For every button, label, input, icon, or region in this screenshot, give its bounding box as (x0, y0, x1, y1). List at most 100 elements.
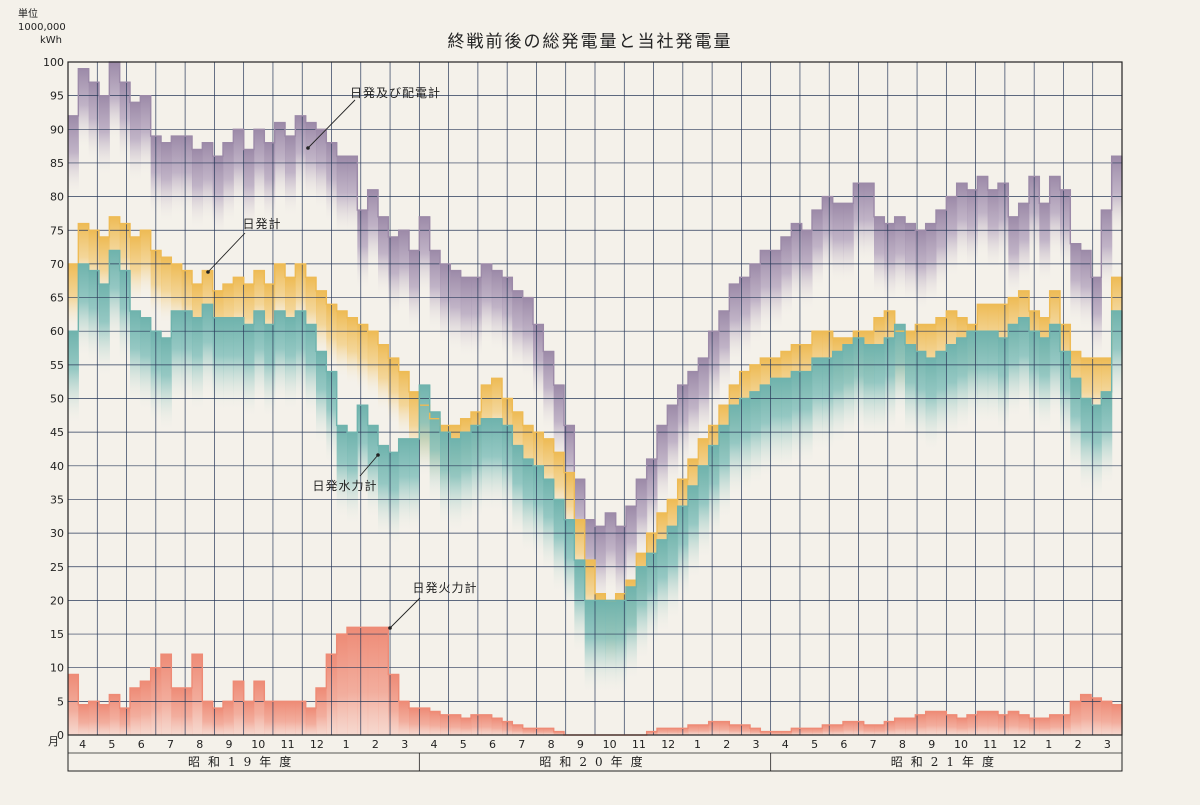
bar-hydro-80 (894, 324, 906, 419)
bar-hydro-46 (543, 479, 555, 574)
bar-thermal-62 (708, 721, 720, 735)
bar-total-21 (285, 136, 296, 217)
bar-thermal-46 (543, 728, 555, 735)
bar-hydro-1 (78, 263, 90, 359)
annotation-pointer-0 (306, 146, 310, 150)
series-line-nippatsu (68, 216, 1122, 602)
bar-hydro-23 (305, 324, 317, 419)
bar-total-6 (130, 102, 141, 184)
bar-thermal-37 (450, 714, 462, 735)
bar-nippatsu-27 (347, 317, 358, 386)
bar-thermal-99 (1091, 697, 1102, 735)
month-label-23: 3 (753, 738, 760, 751)
month-label-2: 6 (138, 738, 145, 751)
bar-total-13 (202, 142, 214, 224)
y-tick-label-30: 30 (50, 527, 64, 540)
bar-thermal-45 (533, 728, 544, 735)
bar-nippatsu-47 (553, 452, 565, 520)
bar-total-91 (1008, 216, 1020, 298)
y-tick-label-35: 35 (50, 493, 64, 506)
bar-total-16 (233, 129, 245, 211)
bar-total-32 (398, 230, 410, 312)
bar-nippatsu-9 (161, 257, 172, 325)
bar-total-75 (843, 203, 854, 285)
bar-total-40 (481, 263, 493, 345)
bar-total-98 (1080, 250, 1092, 332)
annotation-pointer-3 (388, 626, 392, 630)
bar-thermal-44 (522, 728, 534, 735)
bar-thermal-10 (171, 687, 183, 735)
bar-hydro-47 (553, 499, 565, 594)
bar-total-46 (543, 351, 555, 433)
bar-hydro-83 (925, 358, 937, 453)
bar-total-97 (1070, 243, 1082, 325)
bar-thermal-1 (78, 704, 90, 735)
bar-hydro-2 (88, 270, 100, 365)
bar-thermal-4 (109, 694, 121, 735)
bar-hydro-97 (1070, 378, 1082, 473)
month-label-28: 8 (899, 738, 906, 751)
bar-thermal-87 (967, 714, 978, 735)
bar-total-52 (605, 512, 617, 594)
bar-nippatsu-33 (409, 391, 420, 460)
bar-hydro-45 (533, 465, 544, 561)
bar-total-33 (409, 250, 420, 332)
bar-thermal-81 (905, 718, 916, 735)
bar-total-34 (419, 216, 431, 298)
bar-thermal-30 (378, 627, 389, 735)
fiscal-year-label-2: 昭和21年度 (891, 754, 1002, 769)
bar-total-72 (812, 210, 823, 291)
bar-hydro-35 (429, 411, 441, 507)
bar-thermal-86 (956, 718, 968, 735)
bar-thermal-29 (367, 627, 379, 735)
annotation-leader-2 (359, 454, 379, 477)
bar-thermal-32 (398, 701, 410, 735)
bar-hydro-57 (657, 539, 668, 635)
bar-thermal-3 (99, 704, 110, 735)
bar-thermal-96 (1060, 714, 1071, 735)
bar-thermal-38 (460, 718, 472, 735)
annotation-leader-1 (207, 232, 246, 273)
bar-thermal-13 (202, 701, 214, 735)
bar-total-69 (781, 236, 792, 318)
bar-total-3 (99, 95, 110, 177)
bar-total-4 (109, 62, 121, 143)
bar-hydro-13 (202, 304, 214, 399)
bar-thermal-0 (68, 674, 79, 735)
bar-total-44 (522, 297, 534, 379)
bar-total-38 (460, 277, 472, 359)
bar-thermal-75 (843, 721, 854, 735)
month-label-3: 7 (167, 738, 174, 751)
bar-hydro-61 (698, 465, 710, 561)
month-label-33: 1 (1045, 738, 1052, 751)
bar-nippatsu-30 (378, 344, 389, 412)
bar-total-30 (378, 216, 389, 298)
bar-total-67 (760, 250, 772, 332)
bar-nippatsu-48 (564, 472, 575, 540)
annotation-label-1: 日発計 (242, 216, 281, 231)
annotation-leader-3 (389, 597, 421, 629)
bar-thermal-77 (863, 724, 875, 735)
bar-thermal-34 (419, 708, 431, 735)
bar-thermal-89 (987, 711, 999, 735)
chart-grid (67, 61, 1123, 736)
month-label-9: 1 (343, 738, 350, 751)
bar-total-28 (357, 210, 369, 291)
bar-hydro-52 (605, 600, 617, 695)
y-tick-label-15: 15 (50, 628, 64, 641)
bar-thermal-17 (243, 701, 255, 735)
month-label-16: 8 (548, 738, 555, 751)
bar-thermal-88 (977, 711, 989, 735)
bar-total-88 (977, 176, 989, 258)
bar-total-94 (1039, 203, 1051, 285)
bar-hydro-51 (595, 600, 606, 695)
bar-total-41 (491, 270, 503, 352)
bar-thermal-65 (739, 724, 751, 735)
month-label-0: 4 (79, 738, 86, 751)
bar-thermal-63 (719, 721, 730, 735)
month-label-21: 1 (694, 738, 701, 751)
month-label-4: 8 (196, 738, 203, 751)
bar-total-31 (388, 236, 400, 318)
